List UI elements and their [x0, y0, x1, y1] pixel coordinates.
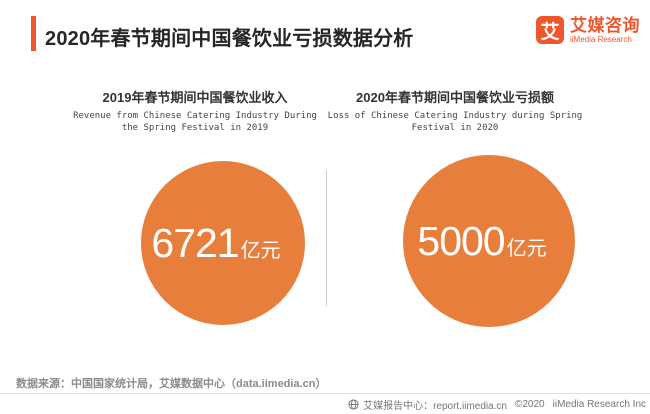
- iimedia-logo-text: 艾媒咨询 iiMedia Research: [570, 17, 640, 44]
- revenue-2019-circle: 6721 亿元: [141, 161, 305, 325]
- logo-name-en: iiMedia Research: [570, 34, 632, 44]
- footer-right: 艾媒报告中心：report.iimedia.cn ©2020 iiMedia R…: [348, 397, 646, 412]
- panel-left-title-cn: 2019年春节期间中国餐饮业收入: [102, 90, 288, 105]
- panel-divider: [326, 170, 327, 306]
- panel-left-title-en-line2: the Spring Festival in 2019: [121, 123, 269, 133]
- data-source-note: 数据来源：中国国家统计局，艾媒数据中心（data.iimedia.cn）: [16, 378, 327, 390]
- globe-icon: [348, 399, 359, 410]
- report-center-text: 艾媒报告中心：report.iimedia.cn: [363, 401, 507, 412]
- loss-2020-value: 5000: [417, 217, 505, 264]
- panel-right-title-en-line2: Festival in 2020: [411, 123, 499, 133]
- panel-left-titles: 2019年春节期间中国餐饮业收入 Revenue from Chinese Ca…: [55, 90, 335, 134]
- title-accent-bar: [31, 16, 36, 51]
- revenue-2019-unit: 亿元: [240, 239, 281, 262]
- loss-2020-value-row: 5000 亿元: [417, 218, 546, 265]
- loss-2020-unit: 亿元: [506, 237, 547, 260]
- panel-right-title-cn: 2020年春节期间中国餐饮业亏损额: [356, 90, 554, 105]
- footer-divider: [0, 393, 650, 394]
- page-title: 2020年春节期间中国餐饮业亏损数据分析: [45, 28, 414, 50]
- revenue-2019-value: 6721: [151, 219, 239, 266]
- company-text: iiMedia Research Inc: [552, 399, 646, 410]
- iimedia-logo: 艾 艾媒咨询 iiMedia Research: [536, 16, 640, 44]
- revenue-2019-value-row: 6721 亿元: [151, 220, 280, 267]
- copyright-text: ©2020: [515, 399, 545, 410]
- iimedia-logo-icon: 艾: [536, 16, 564, 44]
- panel-right-titles: 2020年春节期间中国餐饮业亏损额 Loss of Chinese Cateri…: [315, 90, 595, 134]
- panel-left-title-en-line1: Revenue from Chinese Catering Industry D…: [73, 111, 317, 121]
- logo-name-cn: 艾媒咨询: [570, 15, 640, 35]
- panel-right-title-en-line1: Loss of Chinese Catering Industry during…: [327, 111, 583, 121]
- loss-2020-circle: 5000 亿元: [403, 155, 575, 327]
